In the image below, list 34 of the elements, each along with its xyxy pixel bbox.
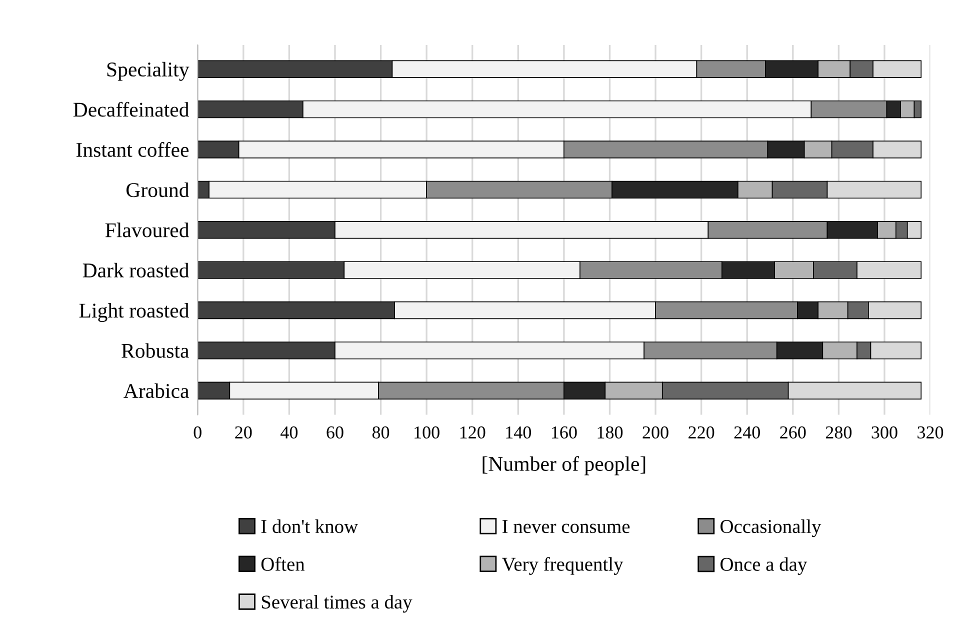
legend-label: I never consume [502, 520, 630, 534]
x-tick-label: 220 [688, 426, 714, 439]
legend-label: Once a day [720, 557, 808, 575]
x-tick-label: 120 [460, 426, 486, 439]
y-tick-label: Light roasted [79, 303, 190, 322]
x-tick-label: 0 [194, 426, 202, 439]
x-tick-label: 180 [598, 426, 623, 439]
x-tick-label: 160 [552, 426, 577, 439]
legend-label: Occasionally [720, 519, 822, 538]
y-tick-label: Arabica [124, 383, 189, 398]
x-tick-label: 200 [642, 426, 668, 439]
x-tick-label: 240 [734, 426, 760, 439]
legend-label: I don't know [261, 519, 358, 534]
x-tick-label: 140 [506, 426, 532, 439]
x-tick-label: 20 [235, 426, 252, 439]
x-tick-label: 100 [414, 426, 440, 439]
x-tick-label: 300 [872, 426, 898, 439]
x-tick-label: 40 [280, 426, 298, 439]
y-tick-label: Robusta [122, 343, 189, 358]
x-tick-label: 260 [780, 426, 806, 439]
y-tick-label: Decaffeinated [73, 102, 190, 117]
x-tick-label: 60 [326, 426, 344, 439]
y-tick-label: Flavoured [105, 222, 190, 238]
x-tick-label: 280 [826, 426, 852, 439]
x-tick-label: 320 [918, 426, 944, 439]
y-tick-label: Dark roasted [82, 262, 190, 278]
legend-label: Very frequently [502, 556, 624, 575]
legend-label: Several times a day [262, 594, 412, 613]
y-tick-label: Ground [126, 182, 190, 198]
y-tick-label: Instant coffee [76, 142, 189, 157]
x-axis-title: [Number of people] [482, 456, 646, 476]
x-tick-label: 80 [372, 426, 390, 439]
legend-label: Often [261, 556, 305, 571]
y-tick-label: Speciality [107, 62, 190, 81]
